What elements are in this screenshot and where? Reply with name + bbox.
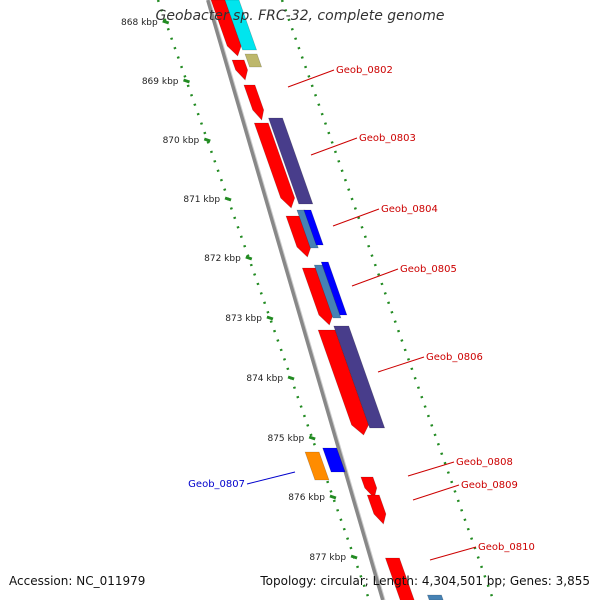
ruler-line-inner — [156, 0, 371, 601]
gene-label: Geob_0807 — [188, 479, 245, 490]
feature-khaki-block — [244, 53, 263, 68]
gene-label: Geob_0810 — [478, 542, 535, 553]
gene-leader-line — [246, 471, 296, 485]
gene-leader-line — [407, 461, 455, 477]
feature-slate-block-2 — [333, 325, 386, 429]
cds-block-1 — [210, 0, 242, 57]
genome-backbone — [206, 0, 386, 601]
feature-steel-block-2 — [313, 264, 342, 319]
gene-label: Geob_0806 — [426, 352, 483, 363]
feature-slate-block-1 — [268, 117, 314, 205]
map-title: Geobacter sp. FRC-32, complete genome — [155, 8, 445, 24]
cds-block-10 — [384, 557, 415, 605]
gene-label: Geob_0805 — [400, 264, 457, 275]
gene-leader-line — [429, 546, 477, 561]
tick-label: 870 kbp — [163, 136, 200, 146]
accession-text: Accession: NC_011979 — [9, 574, 146, 588]
gene-leader-line — [287, 69, 335, 88]
ruler-tick-mark — [183, 78, 190, 84]
feature-steel-block-3 — [427, 594, 444, 601]
ruler-line-outer — [280, 0, 495, 601]
genome-summary-text: Topology: circular; Length: 4,304,501 bp… — [260, 574, 590, 588]
backbone-line — [206, 0, 385, 601]
cds-reverse-block-3 — [322, 447, 346, 473]
tick-label: 869 kbp — [142, 77, 179, 87]
ruler-tick-mark — [266, 315, 274, 321]
tick-label: 875 kbp — [267, 434, 304, 444]
feature-track — [210, 0, 444, 605]
ruler-tick-mark — [329, 494, 337, 500]
gene-leader-line — [412, 484, 460, 501]
feature-cyan-block — [224, 0, 258, 51]
tick-label: 872 kbp — [204, 254, 241, 264]
cds-reverse-block-1 — [303, 209, 324, 246]
gene-label: Geob_0809 — [461, 480, 518, 491]
ruler-tick-mark — [224, 196, 232, 202]
ruler-tick-mark — [287, 375, 295, 381]
cds-block-4 — [253, 122, 296, 209]
ruler-tick-mark — [162, 19, 170, 25]
gene-leader-line — [377, 356, 425, 373]
cds-block-7 — [317, 329, 369, 436]
tick-label: 876 kbp — [288, 493, 325, 503]
ruler-tick-mark — [203, 137, 211, 143]
cds-block-8 — [360, 476, 378, 499]
backbone-highlight — [209, 0, 386, 601]
gene-label: Geob_0802 — [336, 65, 393, 76]
ruler-dots — [156, 0, 495, 601]
cds-block-5 — [285, 215, 312, 258]
cds-block-3 — [243, 84, 265, 121]
gene-label: Geob_0803 — [359, 133, 416, 144]
ruler-tick-mark — [245, 255, 253, 261]
gene-label: Geob_0808 — [456, 457, 513, 468]
gene-label: Geob_0804 — [381, 204, 438, 215]
tick-label: 877 kbp — [309, 553, 346, 563]
tick-label: 871 kbp — [183, 195, 220, 205]
cds-block-2 — [231, 59, 248, 81]
feature-steel-block-1 — [296, 209, 319, 249]
gene-leader-line — [351, 268, 399, 287]
cds-block-9 — [366, 494, 387, 525]
tick-label: 874 kbp — [246, 374, 283, 384]
gene-labels: Geob_0802 Geob_0803 Geob_0804 Geob_0805 Geob… — [188, 65, 535, 561]
tick-label: 868 kbp — [121, 18, 158, 28]
tick-label: 873 kbp — [225, 314, 262, 324]
ruler-tick-mark — [308, 435, 316, 441]
ruler-ticks: 868 kbp 869 kbp 870 kbp 871 kbp 872 kbp 873 k… — [121, 18, 358, 563]
gene-leader-line — [332, 208, 380, 227]
cds-reverse-block-2 — [320, 261, 348, 316]
feature-orange-block — [304, 451, 330, 481]
ruler-tick-mark — [350, 554, 358, 560]
cds-block-6 — [301, 267, 334, 326]
gene-leader-line — [310, 137, 358, 156]
